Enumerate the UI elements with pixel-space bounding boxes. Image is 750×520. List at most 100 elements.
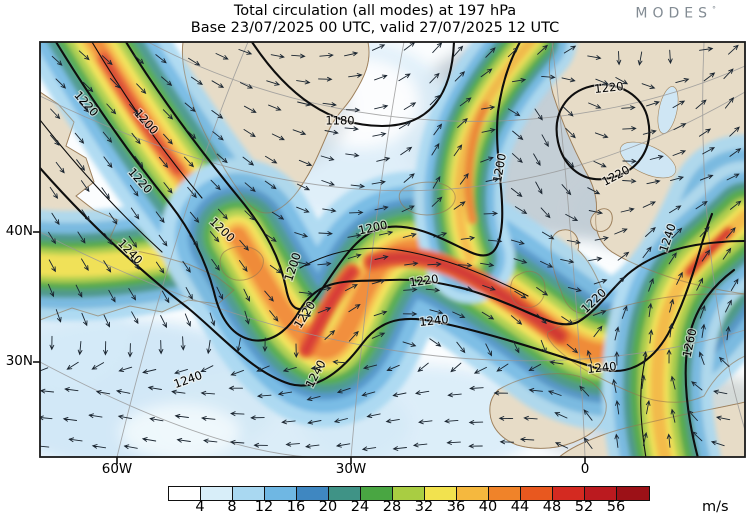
wind-arrow	[583, 437, 593, 449]
jet-core-trough	[301, 267, 357, 355]
wind-arrow	[155, 54, 167, 64]
contour-label-1240: 1240	[587, 359, 618, 376]
wind-arrow	[511, 77, 527, 83]
wind-arrow	[307, 419, 322, 425]
colorbar-tick-label-44: 44	[510, 499, 530, 515]
meridian-line	[116, 42, 249, 457]
wind-arrow	[565, 213, 579, 221]
wind-arrow	[672, 100, 686, 109]
wind-arrow	[128, 288, 137, 301]
wind-arrow	[108, 212, 118, 225]
wind-arrow	[103, 156, 113, 169]
wind-arrow	[48, 259, 56, 273]
wind-arrow	[514, 290, 527, 299]
wind-arrow	[322, 102, 337, 107]
meridian-line	[702, 42, 745, 431]
wind-arrow	[158, 156, 169, 169]
wind-arrow	[593, 278, 608, 285]
wind-arrow	[444, 418, 459, 424]
wind-arrow	[376, 156, 391, 162]
wind-arrow	[74, 132, 85, 144]
wind-arrow	[519, 437, 535, 442]
land-ireland-coast	[509, 270, 546, 309]
wind-arrow	[507, 108, 521, 117]
wind-arrow	[317, 307, 332, 314]
wind-arrow	[271, 211, 285, 220]
contour-thin	[299, 247, 529, 297]
wind-arrow	[726, 173, 740, 181]
wind-arrow	[75, 284, 83, 298]
wind-arrow	[264, 290, 274, 302]
wind-arrow	[588, 256, 603, 262]
wind-arrow	[699, 174, 714, 181]
wind-arrow	[468, 443, 483, 449]
wind-arrow	[163, 133, 173, 145]
wind-arrow	[729, 200, 742, 210]
wind-arrow	[371, 332, 386, 339]
wind-arrow	[117, 414, 133, 420]
wind-arrow	[587, 187, 601, 195]
wind-arrow	[447, 392, 462, 398]
wind-arrow	[730, 278, 739, 291]
wind-arrow	[593, 160, 607, 168]
wind-arrow	[211, 110, 224, 119]
wind-arrow	[457, 262, 473, 268]
wind-arrow	[103, 341, 108, 356]
wind-arrow	[595, 78, 609, 85]
colorbar-segment-4	[297, 487, 329, 500]
wind-arrow	[294, 232, 309, 238]
wind-arrow	[160, 315, 167, 329]
wind-arrow	[510, 239, 525, 245]
wind-arrow	[362, 364, 378, 370]
wind-arrow	[266, 80, 281, 86]
wind-arrow	[344, 51, 359, 57]
wind-arrow	[49, 335, 55, 351]
wind-arrow	[108, 289, 116, 303]
wind-arrow	[648, 329, 654, 344]
baltic-sea	[619, 141, 677, 179]
wind-arrow	[561, 316, 574, 325]
wind-arrow	[322, 208, 337, 213]
wind-arrow	[460, 235, 476, 241]
wind-arrow	[296, 261, 311, 267]
colorbar-tick-label-16: 16	[286, 499, 306, 515]
wind-arrow	[468, 420, 484, 425]
wind-arrow	[642, 129, 657, 135]
wind-arrow	[710, 440, 725, 447]
wind-arrow	[562, 106, 574, 117]
wind-arrow	[371, 44, 386, 51]
wind-arrow	[642, 201, 656, 208]
wind-arrow	[317, 286, 332, 292]
contour-bold	[250, 42, 456, 128]
colorbar-tick-label-48: 48	[542, 499, 562, 515]
wind-arrow	[615, 400, 620, 415]
wind-arrow	[366, 413, 381, 419]
wind-arrow	[182, 260, 191, 273]
wind-arrow	[131, 132, 141, 145]
wind-arrow	[189, 235, 199, 247]
wind-arrow	[647, 302, 653, 318]
wind-arrow	[541, 231, 555, 240]
wind-arrow	[371, 279, 386, 285]
wind-arrow	[109, 78, 121, 89]
wind-arrow	[293, 343, 299, 358]
wind-arrow	[687, 410, 698, 421]
parallel-line	[40, 361, 309, 457]
wind-arrow	[77, 340, 83, 356]
wind-arrow	[277, 391, 293, 396]
wind-arrow	[103, 260, 112, 273]
wind-arrow	[128, 235, 138, 248]
wind-arrow	[321, 180, 335, 186]
wind-arrow	[510, 315, 523, 325]
x-axis-label-60W: 60W	[101, 461, 133, 477]
wind-arrow	[162, 109, 174, 120]
wind-arrow	[457, 117, 468, 128]
wind-arrow	[243, 105, 257, 113]
parallel-line	[40, 231, 745, 362]
wind-arrow	[297, 101, 312, 107]
wind-arrow	[230, 411, 245, 417]
wind-arrow	[78, 101, 90, 113]
wind-arrow	[511, 153, 523, 164]
wind-arrow	[305, 443, 320, 449]
